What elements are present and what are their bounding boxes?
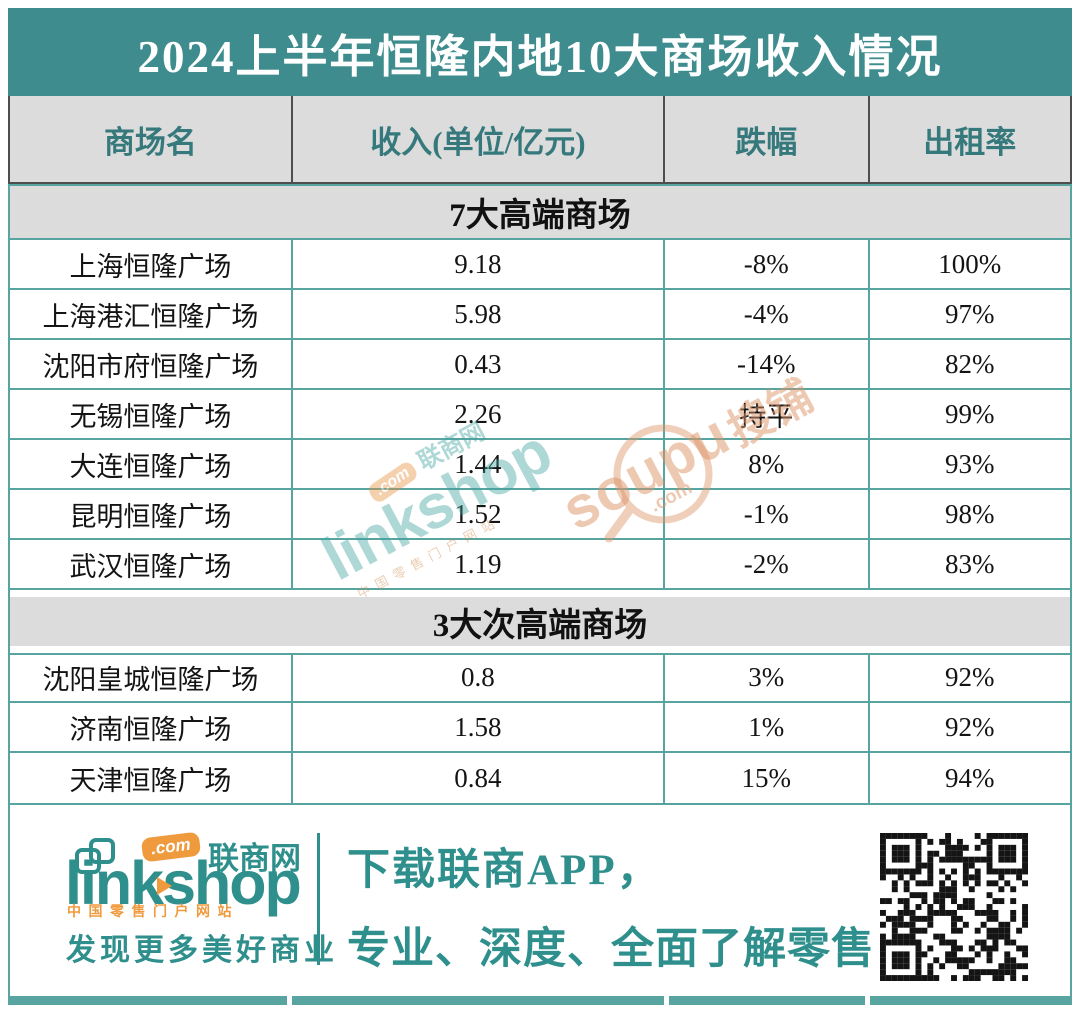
table-row: 大连恒隆广场 1.44 8% 93%: [10, 440, 1070, 490]
occupancy-cell: 100%: [867, 240, 1070, 288]
logo-slogan: 发现更多美好商业: [66, 934, 338, 967]
column-header-change: 跌幅: [662, 96, 868, 182]
revenue-cell: 0.43: [290, 340, 663, 388]
change-cell: -4%: [662, 290, 868, 338]
section-header-subpremium: 3大次高端商场: [10, 590, 1070, 653]
revenue-cell: 2.26: [290, 390, 663, 438]
change-cell: -8%: [662, 240, 868, 288]
mall-name-cell: 武汉恒隆广场: [69, 551, 232, 582]
table-body: 7大高端商场 上海恒隆广场 9.18 -8% 100% 上海港汇恒隆广场 5.9…: [8, 184, 1072, 803]
mall-name-cell: 无锡恒隆广场: [69, 401, 232, 432]
change-cell: 持平: [662, 390, 868, 438]
promo-line2: 专业、深度、全面了解零售: [347, 926, 875, 973]
qr-code: [880, 833, 1028, 981]
revenue-cell: 1.44: [290, 440, 663, 488]
rows-group-premium: 上海恒隆广场 9.18 -8% 100% 上海港汇恒隆广场 5.98 -4% 9…: [10, 240, 1070, 590]
chain-link-icon: [75, 838, 115, 874]
change-cell: -1%: [662, 490, 868, 538]
section-header-premium: 7大高端商场: [10, 186, 1070, 240]
page-title: 2024上半年恒隆内地10大商场收入情况: [8, 8, 1072, 96]
table-row: 济南恒隆广场 1.58 1% 92%: [10, 703, 1070, 753]
occupancy-cell: 82%: [867, 340, 1070, 388]
infographic-page: 2024上半年恒隆内地10大商场收入情况 商场名 收入(单位/亿元) 跌幅 出租…: [8, 8, 1072, 1010]
table-bottom-border: [8, 996, 1072, 1005]
change-cell: 8%: [662, 440, 868, 488]
promo-line1: 下载联商APP，: [347, 847, 662, 894]
mall-name-cell: 大连恒隆广场: [69, 451, 232, 482]
logo-brand: linkshop: [65, 849, 302, 917]
occupancy-cell: 93%: [867, 440, 1070, 488]
revenue-cell: 0.84: [290, 753, 663, 803]
table-row: 沈阳皇城恒隆广场 0.8 3% 92%: [10, 653, 1070, 703]
occupancy-cell: 97%: [867, 290, 1070, 338]
column-header-occupancy: 出租率: [867, 96, 1070, 182]
column-header-revenue: 收入(单位/亿元): [290, 96, 663, 182]
table-row: 无锡恒隆广场 2.26 持平 99%: [10, 390, 1070, 440]
table-row: 上海恒隆广场 9.18 -8% 100%: [10, 240, 1070, 290]
change-cell: -14%: [662, 340, 868, 388]
occupancy-cell: 94%: [867, 753, 1070, 803]
revenue-cell: 9.18: [290, 240, 663, 288]
occupancy-cell: 99%: [867, 390, 1070, 438]
mall-name-cell: 天津恒隆广场: [69, 765, 232, 796]
revenue-cell: 1.19: [290, 540, 663, 588]
change-cell: 1%: [662, 703, 868, 751]
logo-arrow-icon: [157, 877, 172, 895]
mall-name-cell: 济南恒隆广场: [69, 714, 232, 745]
change-cell: 15%: [662, 753, 868, 803]
occupancy-cell: 98%: [867, 490, 1070, 538]
mall-name-cell: 沈阳市府恒隆广场: [42, 351, 259, 382]
table-row: 昆明恒隆广场 1.52 -1% 98%: [10, 490, 1070, 540]
logo-brand-cn: 联商网: [208, 841, 301, 876]
table-row: 沈阳市府恒隆广场 0.43 -14% 82%: [10, 340, 1070, 390]
mall-name-cell: 上海恒隆广场: [69, 251, 232, 282]
occupancy-cell: 83%: [867, 540, 1070, 588]
change-cell: -2%: [662, 540, 868, 588]
logo-subtitle: 中国零售门户网站: [67, 903, 239, 919]
revenue-cell: 1.58: [290, 703, 663, 751]
table-header-row: 商场名 收入(单位/亿元) 跌幅 出租率: [8, 96, 1072, 184]
revenue-cell: 5.98: [290, 290, 663, 338]
footer: .com 联商网 linkshop 中国零售门户网站 发现更多美好商业 下载联商…: [8, 803, 1072, 996]
revenue-cell: 0.8: [290, 653, 663, 701]
table-row: 天津恒隆广场 0.84 15% 94%: [10, 753, 1070, 803]
rows-group-subpremium: 沈阳皇城恒隆广场 0.8 3% 92% 济南恒隆广场 1.58 1% 92% 天…: [10, 653, 1070, 803]
promo-text: 下载联商APP， 专业、深度、全面了解零售: [347, 835, 875, 976]
table-row: 上海港汇恒隆广场 5.98 -4% 97%: [10, 290, 1070, 340]
change-cell: 3%: [662, 653, 868, 701]
revenue-cell: 1.52: [290, 490, 663, 538]
occupancy-cell: 92%: [867, 703, 1070, 751]
mall-name-cell: 沈阳皇城恒隆广场: [42, 664, 259, 695]
footer-divider: [317, 833, 320, 965]
mall-name-cell: 上海港汇恒隆广场: [42, 301, 259, 332]
mall-name-cell: 昆明恒隆广场: [69, 501, 232, 532]
table-row: 武汉恒隆广场 1.19 -2% 83%: [10, 540, 1070, 590]
occupancy-cell: 92%: [867, 653, 1070, 701]
column-header-mall: 商场名: [103, 124, 197, 160]
